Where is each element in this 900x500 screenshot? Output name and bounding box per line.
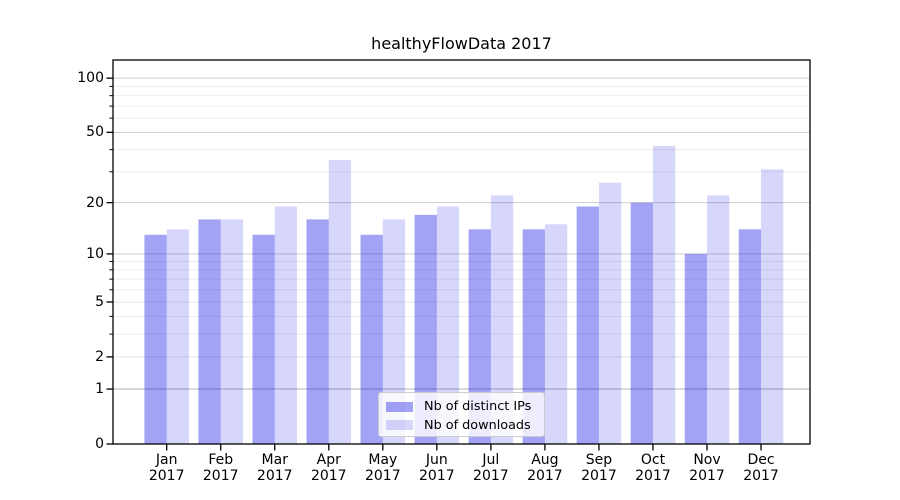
- legend-label: Nb of downloads: [424, 417, 531, 433]
- bar-jun-s0: [414, 214, 437, 444]
- bar-aug-s0: [522, 229, 545, 444]
- bar-apr-s1: [328, 159, 352, 444]
- xtick-label-jul: Jul 2017: [473, 452, 509, 484]
- ytick-label-100: 100: [77, 70, 104, 87]
- bar-may-s1: [382, 219, 406, 444]
- xtick-label-aug: Aug 2017: [527, 452, 563, 484]
- bar-feb-s0: [198, 219, 221, 444]
- bar-aug-s1: [544, 224, 568, 444]
- bar-jun-s1: [436, 206, 460, 444]
- bar-apr-s0: [306, 219, 329, 444]
- ytick-label-2: 2: [95, 348, 104, 365]
- bar-mar-s0: [252, 234, 275, 444]
- xtick-label-feb: Feb 2017: [202, 452, 239, 484]
- ytick-label-0: 0: [95, 436, 104, 452]
- bar-jan-s1: [166, 229, 189, 444]
- bar-nov-s0: [684, 253, 707, 444]
- legend: Nb of distinct IPs Nb of downloads: [378, 392, 545, 437]
- xtick-label-oct: Oct 2017: [635, 452, 671, 484]
- xtick-label-apr: Apr 2017: [310, 452, 347, 484]
- ytick-label-1: 1: [95, 381, 104, 398]
- xtick-label-dec: Dec 2017: [743, 452, 779, 484]
- chart-title: healthyFlowData 2017: [371, 34, 552, 53]
- legend-item-downloads: Nb of downloads: [386, 417, 536, 435]
- xtick-label-may: May 2017: [364, 452, 401, 484]
- bar-feb-s1: [220, 219, 244, 444]
- xtick-label-jan: Jan 2017: [148, 452, 185, 484]
- bar-may-s0: [360, 234, 383, 444]
- bar-jan-s0: [144, 234, 167, 444]
- bar-jul-s1: [490, 195, 514, 444]
- ytick-label-10: 10: [86, 245, 104, 262]
- bar-dec-s0: [738, 229, 762, 444]
- bar-oct-s0: [630, 202, 653, 444]
- legend-swatch-distinct-ips: [386, 401, 413, 412]
- bar-dec-s1: [761, 169, 784, 444]
- xtick-label-sep: Sep 2017: [581, 452, 617, 484]
- bar-nov-s1: [707, 195, 730, 444]
- bar-sep-s1: [598, 182, 622, 444]
- bar-mar-s1: [274, 206, 298, 444]
- ytick-label-5: 5: [95, 293, 104, 310]
- xtick-label-mar: Mar 2017: [256, 452, 293, 484]
- xtick-label-jun: Jun 2017: [419, 452, 455, 484]
- xtick-label-nov: Nov 2017: [689, 452, 725, 484]
- bar-jul-s0: [468, 229, 491, 444]
- bar-oct-s1: [652, 145, 676, 444]
- ytick-label-20: 20: [86, 194, 104, 211]
- plot-frame: [112, 59, 811, 445]
- legend-label: Nb of distinct IPs: [424, 399, 532, 415]
- bar-sep-s0: [576, 206, 599, 444]
- legend-item-distinct-ips: Nb of distinct IPs: [386, 398, 536, 416]
- legend-swatch-downloads: [386, 420, 413, 431]
- ytick-label-50: 50: [86, 124, 104, 141]
